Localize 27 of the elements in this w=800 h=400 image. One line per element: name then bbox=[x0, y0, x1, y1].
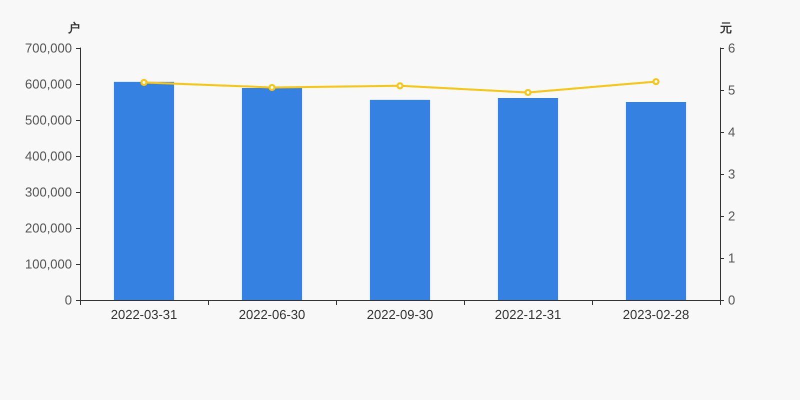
x-tick-label: 2022-09-30 bbox=[366, 307, 434, 322]
point bbox=[524, 89, 532, 96]
x-tick-label: 2022-06-30 bbox=[238, 307, 306, 322]
y-tick-label: 0 bbox=[64, 292, 72, 308]
y2-axis-title: 元 bbox=[719, 21, 732, 35]
y2-tick-label: 5 bbox=[728, 82, 736, 98]
point bbox=[652, 78, 660, 86]
y-tick-label: 700,000 bbox=[25, 40, 72, 56]
y2-tick-label: 3 bbox=[728, 166, 736, 182]
y2-tick-label: 0 bbox=[728, 292, 736, 308]
y2-tick-label: 6 bbox=[728, 40, 736, 56]
y-tick-label: 100,000 bbox=[25, 256, 72, 272]
x-tick-label: 2023-02-28 bbox=[622, 307, 690, 322]
y-axis-title: 户 bbox=[67, 21, 80, 35]
x-tick-label: 2022-12-31 bbox=[494, 307, 562, 322]
y-tick-label: 200,000 bbox=[25, 220, 72, 236]
y-tick-label: 500,000 bbox=[25, 112, 72, 128]
y-tick-label: 300,000 bbox=[25, 184, 72, 200]
y2-tick-label: 1 bbox=[728, 250, 736, 266]
y-tick-label: 400,000 bbox=[25, 148, 72, 164]
point bbox=[396, 82, 404, 90]
x-tick-label: 2022-03-31 bbox=[110, 307, 178, 322]
point bbox=[140, 78, 148, 86]
y-tick-label: 600,000 bbox=[25, 76, 72, 92]
y2-tick-label: 2 bbox=[728, 208, 736, 224]
y2-tick-label: 4 bbox=[728, 124, 736, 140]
point bbox=[268, 84, 276, 91]
